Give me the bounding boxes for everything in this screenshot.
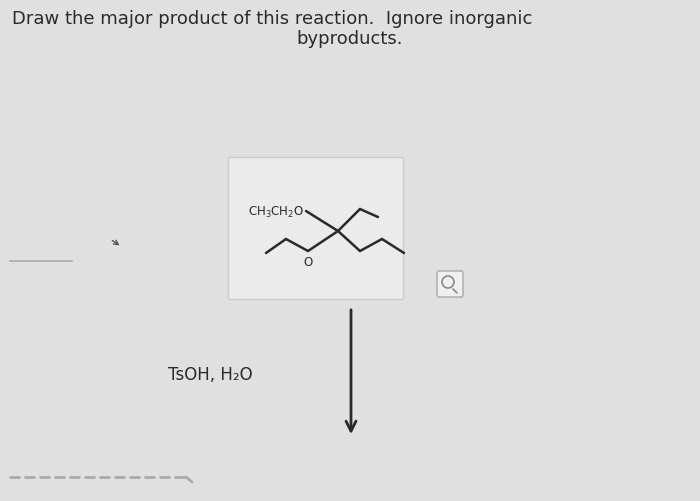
Text: Draw the major product of this reaction.  Ignore inorganic: Draw the major product of this reaction.… [12, 10, 533, 28]
Text: CH$_3$CH$_2$O: CH$_3$CH$_2$O [248, 204, 304, 219]
Text: O: O [303, 255, 313, 268]
Bar [228, 158, 403, 300]
FancyBboxPatch shape [437, 272, 463, 298]
Text: byproducts.: byproducts. [297, 30, 403, 48]
Text: TsOH, H₂O: TsOH, H₂O [168, 365, 253, 383]
